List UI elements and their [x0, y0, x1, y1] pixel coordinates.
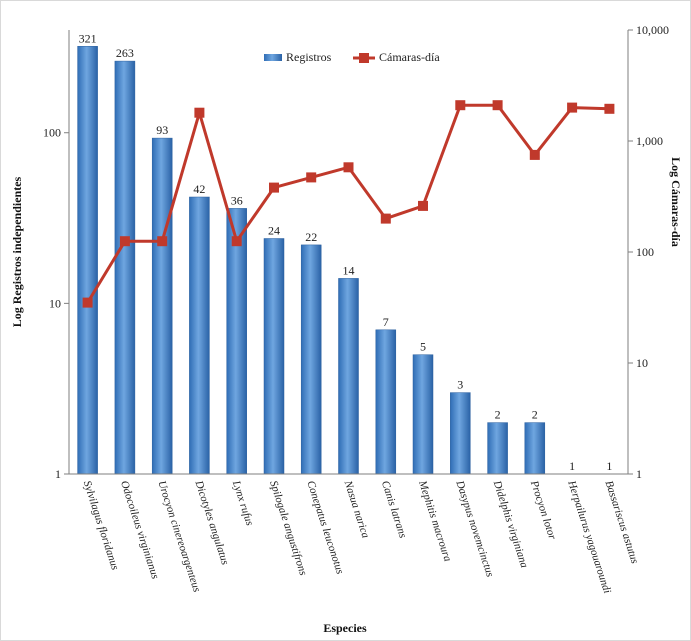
legend-line-marker: [359, 53, 369, 63]
right-tick-label-2: 100: [636, 245, 654, 259]
line-point-9: [418, 200, 428, 211]
category-label-2: Urocyon cinereoargenteus: [155, 479, 202, 593]
category-label-10: Dasypus novemcinctus: [453, 478, 496, 578]
category-label-1: Odocoileus virginianus: [118, 479, 161, 580]
bar-9: [412, 354, 434, 475]
bar-10: [450, 392, 471, 475]
bar-data-label-4: 36: [231, 193, 243, 207]
category-label-9: Mephitis macroura: [416, 478, 454, 563]
bar-11: [487, 422, 508, 475]
line-point-14: [604, 103, 615, 114]
y-axis-title-left: Log Registros independientes: [10, 176, 24, 327]
bar-5: [263, 238, 285, 475]
bar-data-label-3: 42: [193, 182, 205, 196]
left-tick-label-1: 10: [49, 296, 61, 310]
bar-2: [151, 137, 173, 475]
left-axis-ticks: 1 10 100: [43, 126, 69, 481]
bar-data-label-12: 2: [532, 408, 538, 422]
bar-data-label-7: 14: [343, 263, 355, 277]
line-point-6: [306, 172, 317, 183]
right-tick-label-1: 10: [636, 356, 648, 370]
category-label-8: Canis latrans: [379, 479, 409, 539]
category-label-11: Didelphis virginiana: [490, 478, 530, 570]
legend-bar-label: Registros: [286, 50, 332, 64]
bars-layer: [77, 46, 546, 475]
bar-data-label-6: 22: [305, 230, 317, 244]
bar-0: [77, 46, 98, 475]
bar-data-label-10: 3: [457, 378, 463, 392]
category-label-7: Nasua narica: [341, 478, 371, 540]
left-tick-label-0: 1: [55, 467, 61, 481]
line-point-10: [455, 100, 466, 111]
line-layer: [82, 100, 615, 308]
bar-data-label-11: 2: [495, 408, 501, 422]
bar-3: [189, 196, 210, 475]
line-point-4: [231, 236, 242, 247]
category-label-6: Conepatus leuconotus: [304, 479, 346, 575]
category-label-3: Dicotyles angulatus: [192, 478, 231, 566]
x-axis-title: Especies: [323, 621, 367, 635]
bar-data-label-2: 93: [156, 123, 168, 137]
left-tick-label-2: 100: [43, 126, 61, 140]
right-tick-label-0: 1: [636, 467, 642, 481]
bar-data-label-14: 1: [606, 459, 612, 473]
category-label-5: Spilogale angustifrons: [267, 479, 309, 577]
category-label-14: Bassariscus astutus: [603, 479, 641, 565]
line-point-2: [157, 236, 168, 247]
right-tick-label-4: 10,000: [636, 23, 669, 37]
line-point-1: [119, 236, 130, 247]
line-point-3: [194, 107, 205, 118]
line-point-13: [567, 102, 578, 113]
bar-data-label-13: 1: [569, 459, 575, 473]
line-point-12: [529, 149, 540, 160]
bar-data-label-8: 7: [383, 315, 389, 329]
bar-data-label-1: 263: [116, 46, 134, 60]
line-point-0: [82, 297, 93, 308]
line-point-11: [492, 100, 503, 111]
legend: Registros Cámaras-día: [264, 50, 440, 64]
y-axis-title-right: Log Cámaras-día: [669, 157, 683, 247]
bar-data-label-0: 321: [79, 31, 97, 45]
bar-4: [226, 208, 247, 475]
bar-7: [338, 278, 359, 475]
right-axis-ticks: 1 10 100 1,000 10,000: [628, 23, 669, 481]
line-point-7: [343, 162, 354, 173]
category-label-12: Procyon lotor: [528, 478, 559, 541]
bar-12: [524, 422, 546, 475]
bar-8: [375, 329, 397, 475]
bar-1: [114, 60, 136, 475]
category-label-4: Lynx rufus: [230, 478, 256, 527]
category-label-13: Herpailurus yagouaroundi: [565, 478, 613, 595]
bar-data-label-5: 24: [268, 224, 280, 238]
right-tick-label-3: 1,000: [636, 134, 663, 148]
bar-data-label-9: 5: [420, 340, 426, 354]
legend-bar-swatch: [264, 54, 282, 61]
category-label-0: Sylvilagus floridanus: [81, 479, 121, 571]
bar-6: [300, 244, 322, 475]
line-point-5: [269, 182, 279, 193]
legend-line-label: Cámaras-día: [379, 50, 440, 64]
line-point-8: [380, 213, 391, 224]
